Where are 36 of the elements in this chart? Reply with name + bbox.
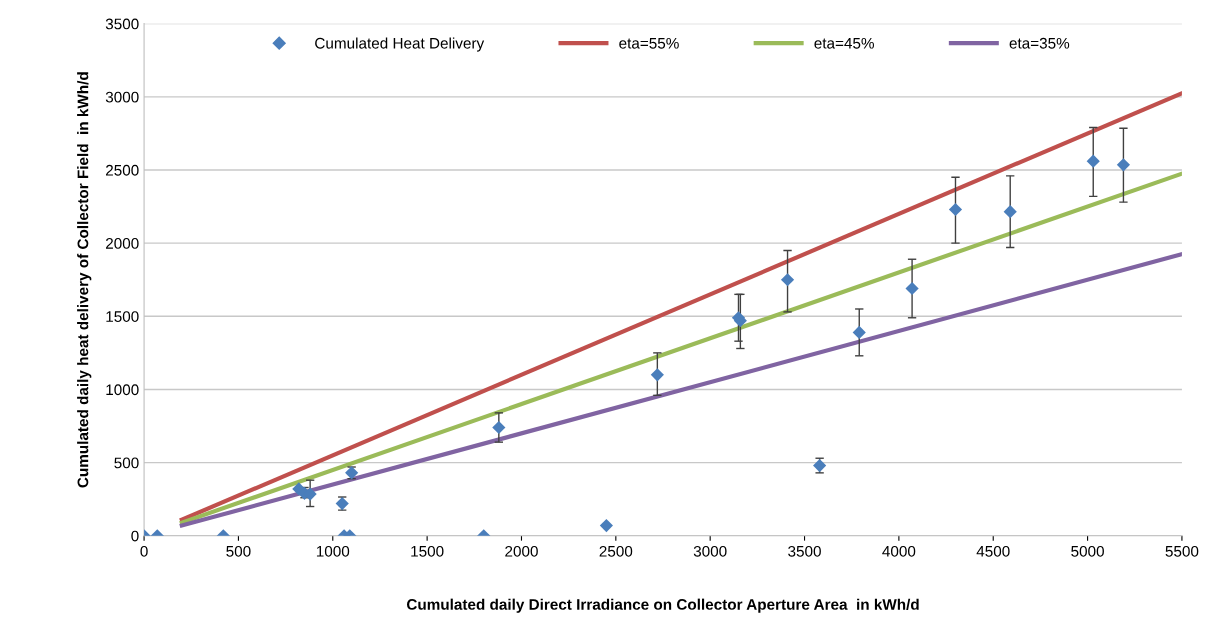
point [905,281,919,296]
x-tick-label: 2000 [505,545,538,557]
x-tick-label: 4000 [882,545,916,557]
point [1003,205,1017,219]
point [599,518,613,533]
y-tick-label: 500 [114,457,139,469]
point [852,325,866,339]
x-tick-label: 2500 [599,545,633,557]
legend-label: eta=45% [814,37,874,49]
x-tick-label: 3000 [693,545,727,557]
x-tick-label: 5500 [1165,545,1199,557]
x-axis-title: Cumulated daily Direct Irradiance on Collector Aperture Area in kWh/d [406,598,919,613]
x-tick-label: 3500 [788,545,821,557]
point [780,273,795,287]
point [1086,154,1100,168]
y-tick-label: 1500 [106,311,139,322]
x-tick-label: 500 [226,545,251,557]
legend-label: eta=55% [619,37,679,49]
x-tick-label: 0 [140,545,148,557]
y-tick-label: 3500 [105,18,139,30]
x-tick-label: 1500 [411,545,444,557]
y-tick-label: 2500 [106,164,139,176]
point [948,202,963,217]
x-tick-label: 5000 [1071,545,1104,557]
legend-label: Cumulated Heat Delivery [315,37,485,52]
y-tick-label: 1000 [106,384,139,396]
y-tick-label: 2000 [106,238,139,249]
legend-label: eta=35% [1009,37,1070,49]
point [650,368,664,382]
y-tick-label: 0 [131,530,139,542]
y-tick-label: 3000 [105,91,139,103]
x-tick-label: 1000 [316,545,350,557]
x-tick-label: 4500 [976,545,1010,557]
point [1116,158,1131,172]
point [492,420,506,435]
y-axis-title: Cumulated daily heat delivery of Collector Field in kWh/d [77,72,92,488]
